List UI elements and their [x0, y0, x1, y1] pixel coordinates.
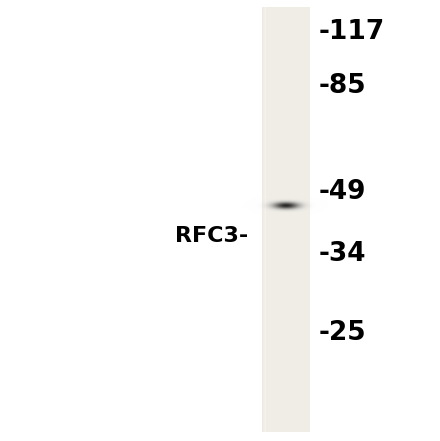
Text: -34: -34 — [319, 241, 367, 266]
Text: -25: -25 — [319, 320, 367, 346]
Text: RFC3-: RFC3- — [176, 226, 249, 246]
Text: -49: -49 — [319, 179, 367, 205]
Bar — [265, 7, 266, 432]
Text: -85: -85 — [319, 73, 367, 99]
Bar — [262, 7, 310, 432]
Bar — [263, 7, 264, 432]
Bar — [264, 7, 265, 432]
Text: -117: -117 — [319, 19, 385, 45]
Bar — [262, 7, 263, 432]
